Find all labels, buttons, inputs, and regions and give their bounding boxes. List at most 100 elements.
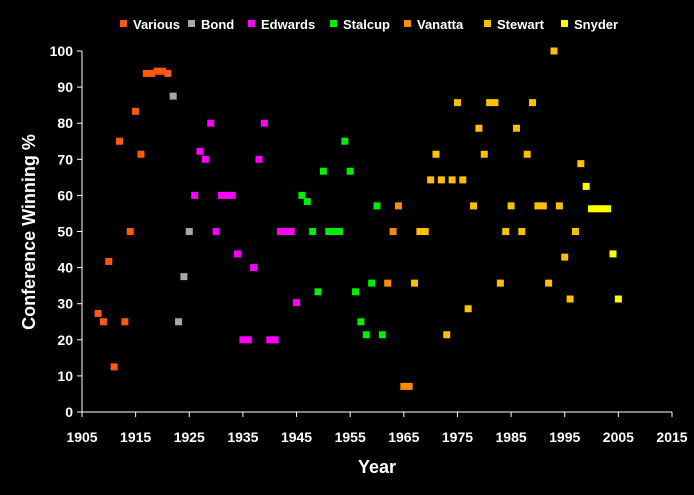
- legend-marker: [248, 20, 255, 27]
- legend-label: Stewart: [497, 17, 545, 32]
- data-point: [303, 198, 311, 206]
- series-various: [94, 67, 172, 371]
- data-point: [443, 331, 451, 339]
- y-tick-label: 50: [57, 224, 73, 240]
- legend: Various Bond Edwards Stalcup Vanatta Stewart S…: [120, 17, 618, 32]
- data-point: [561, 253, 569, 261]
- legend-item-snyder: Snyder: [561, 17, 618, 32]
- data-point: [539, 202, 547, 210]
- legend-item-vanatta: Vanatta: [404, 17, 464, 32]
- data-point: [191, 191, 199, 199]
- data-point: [132, 107, 140, 115]
- data-point: [491, 99, 499, 107]
- x-tick-label: 2005: [603, 429, 634, 445]
- legend-item-stalcup: Stalcup: [330, 17, 390, 32]
- x-axis: 1905 1915 1925 1935 1945 1955 1965 1975 1985 1995…: [66, 412, 688, 445]
- series-vanatta: [384, 202, 413, 390]
- data-point: [571, 228, 579, 235]
- x-tick-label: 1995: [549, 429, 580, 445]
- data-point: [239, 336, 247, 344]
- data-point: [314, 288, 322, 296]
- data-point: [475, 124, 483, 132]
- data-point: [453, 99, 461, 107]
- x-tick-label: 1985: [496, 429, 527, 445]
- data-point: [99, 318, 107, 326]
- legend-label: Edwards: [261, 17, 315, 32]
- data-points: [94, 47, 622, 390]
- data-point: [604, 205, 612, 213]
- data-point: [234, 250, 242, 258]
- data-point: [389, 228, 397, 235]
- legend-label: Stalcup: [343, 17, 390, 32]
- data-point: [373, 202, 381, 210]
- data-point: [298, 191, 306, 199]
- data-point: [126, 228, 134, 235]
- data-point: [421, 228, 429, 235]
- series-stalcup: [298, 137, 386, 339]
- data-point: [432, 150, 440, 158]
- data-point: [148, 69, 156, 77]
- y-tick-label: 20: [57, 332, 73, 348]
- x-tick-label: 1965: [388, 429, 419, 445]
- series-stewart: [411, 47, 585, 339]
- data-point: [609, 250, 617, 258]
- data-point: [266, 336, 274, 344]
- data-point: [496, 279, 504, 287]
- x-tick-label: 1955: [335, 429, 366, 445]
- data-point: [598, 205, 606, 213]
- data-point: [512, 124, 520, 132]
- data-point: [529, 99, 537, 107]
- data-point: [502, 228, 510, 235]
- legend-marker: [561, 20, 568, 27]
- data-point: [116, 137, 124, 145]
- data-point: [325, 228, 333, 235]
- data-point: [593, 205, 601, 213]
- data-point: [330, 228, 338, 235]
- data-point: [110, 363, 118, 371]
- data-point: [271, 336, 279, 344]
- data-point: [394, 202, 402, 210]
- data-point: [341, 137, 349, 145]
- x-tick-label: 1975: [442, 429, 473, 445]
- data-point: [416, 228, 424, 235]
- data-point: [534, 202, 542, 210]
- data-point: [448, 176, 456, 184]
- data-point: [480, 150, 488, 158]
- data-point: [357, 318, 365, 326]
- data-point: [582, 182, 590, 190]
- data-point: [137, 150, 145, 158]
- y-tick-label: 30: [57, 296, 73, 312]
- legend-label: Vanatta: [417, 17, 464, 32]
- data-point: [142, 69, 150, 77]
- y-tick-label: 60: [57, 187, 73, 203]
- data-point: [437, 176, 445, 184]
- data-point: [566, 295, 574, 303]
- data-point: [368, 279, 376, 287]
- legend-label: Bond: [201, 17, 234, 32]
- data-point: [250, 264, 258, 272]
- data-point: [545, 279, 553, 287]
- data-point: [507, 202, 515, 210]
- data-point: [105, 257, 113, 265]
- data-point: [405, 382, 413, 390]
- legend-item-bond: Bond: [188, 17, 234, 32]
- data-point: [293, 299, 301, 307]
- series-bond: [169, 92, 193, 326]
- legend-marker: [120, 20, 127, 27]
- legend-label: Various: [133, 17, 180, 32]
- legend-marker: [484, 20, 491, 27]
- series-snyder: [582, 182, 622, 303]
- data-point: [335, 228, 343, 235]
- legend-label: Snyder: [574, 17, 618, 32]
- y-axis: 0 10 20 30 40 50 60 70 80 90 100: [50, 43, 82, 420]
- data-point: [244, 336, 252, 344]
- data-point: [282, 228, 290, 235]
- data-point: [470, 202, 478, 210]
- data-point: [518, 228, 526, 235]
- data-point: [201, 155, 209, 163]
- data-point: [223, 191, 231, 199]
- data-point: [158, 67, 166, 75]
- data-point: [196, 147, 204, 155]
